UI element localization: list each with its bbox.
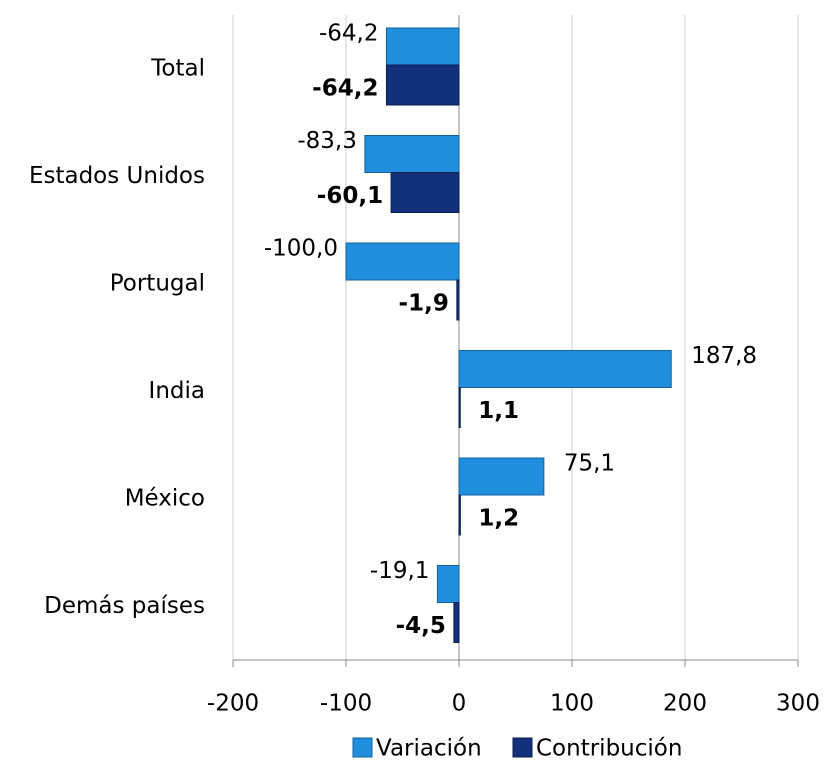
bar	[390, 172, 460, 213]
value-label: -19,1	[370, 558, 430, 584]
value-label: -60,1	[317, 183, 383, 209]
bar	[345, 242, 460, 281]
value-label: -1,9	[399, 291, 449, 317]
legend-label: Contribución	[536, 736, 682, 762]
legend-swatch	[512, 737, 533, 758]
bar	[364, 135, 460, 173]
value-label: -100,0	[264, 236, 338, 262]
value-label: -83,3	[297, 128, 357, 154]
value-label: -4,5	[396, 613, 446, 639]
value-label: 1,2	[478, 506, 519, 532]
category-label: Demás países	[44, 593, 205, 619]
bar	[458, 457, 545, 496]
x-tick-label: -100	[320, 691, 372, 717]
bar	[458, 350, 672, 388]
category-label: Portugal	[110, 270, 205, 296]
bar	[458, 494, 461, 536]
bar	[456, 279, 460, 321]
value-label: 75,1	[564, 451, 615, 477]
category-label: India	[149, 378, 205, 404]
category-label: Total	[150, 55, 205, 81]
x-tick-label: 100	[550, 691, 594, 717]
legend-label: Variación	[376, 736, 482, 762]
value-label: -64,2	[312, 76, 378, 102]
x-tick-label: 200	[663, 691, 707, 717]
x-tick-label: 300	[776, 691, 820, 717]
value-label: -64,2	[319, 21, 379, 47]
legend-swatch	[352, 737, 373, 758]
category-label: Estados Unidos	[29, 163, 205, 189]
category-label: México	[125, 485, 205, 511]
value-label: 187,8	[691, 343, 757, 369]
value-label: 1,1	[478, 398, 519, 424]
bar	[385, 27, 460, 66]
x-tick-label: 0	[452, 691, 467, 717]
bar	[436, 565, 460, 603]
bar	[458, 387, 461, 428]
bar	[385, 64, 460, 106]
x-tick-label: -200	[207, 691, 259, 717]
bar	[453, 602, 460, 643]
